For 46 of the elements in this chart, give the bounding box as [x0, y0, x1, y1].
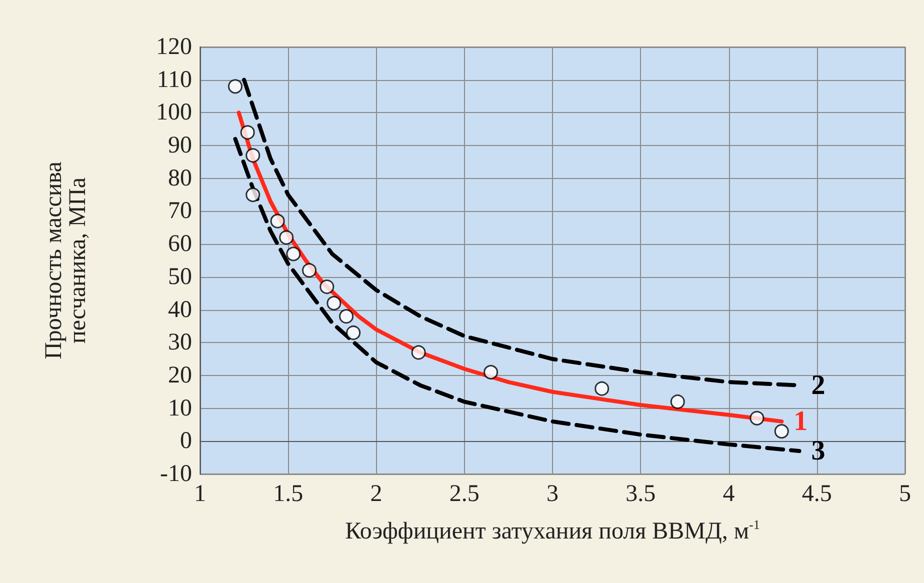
line-series [236, 110, 784, 424]
y-tick-label: 70 [168, 198, 192, 224]
y-tick-label: 0 [180, 428, 192, 454]
point [750, 410, 764, 426]
x-tick-label: 2.5 [449, 481, 480, 507]
y-axis-title: Прочность массива песчаника, МПа [41, 161, 91, 360]
point [670, 394, 685, 409]
point [270, 214, 285, 228]
point [286, 246, 301, 262]
point [279, 230, 294, 245]
y-tick-label: 50 [168, 264, 192, 290]
series-label: 3 [811, 436, 826, 467]
y-tick-label: 110 [156, 66, 192, 93]
point [228, 79, 242, 94]
x-tick-label: 3 [546, 481, 558, 507]
point [339, 309, 354, 324]
y-tick-label: 20 [168, 362, 192, 388]
y-tick-label: 100 [156, 100, 192, 126]
y-tick-label: 120 [156, 34, 192, 60]
point [774, 424, 789, 439]
point [411, 345, 426, 360]
y-tick-label: 40 [168, 296, 192, 323]
x-tick-label: 4.5 [802, 481, 832, 507]
series-label: 2 [811, 370, 826, 401]
point [594, 381, 610, 396]
point [484, 364, 498, 380]
y-tick-label: 10 [168, 395, 192, 422]
x-tick-label: 4 [722, 481, 735, 507]
point [320, 280, 334, 294]
point [346, 326, 361, 340]
x-tick-label: 2 [370, 481, 382, 507]
y-tick-label: 80 [168, 165, 192, 192]
series-label: 1 [794, 406, 808, 437]
x-tick-label: 5 [899, 481, 911, 507]
y-tick-label: 30 [168, 330, 192, 356]
y-tick-label: 60 [168, 231, 192, 258]
y-tick-label: 90 [168, 132, 192, 159]
point [246, 188, 260, 202]
point [302, 263, 317, 278]
point [326, 296, 342, 310]
x-tick-label: 1.5 [273, 481, 304, 507]
x-tick-label: 3.5 [626, 481, 656, 507]
point [240, 125, 255, 140]
y-tick-label: -10 [160, 461, 192, 487]
x-tick-label: 1 [194, 481, 206, 507]
point [246, 148, 260, 163]
